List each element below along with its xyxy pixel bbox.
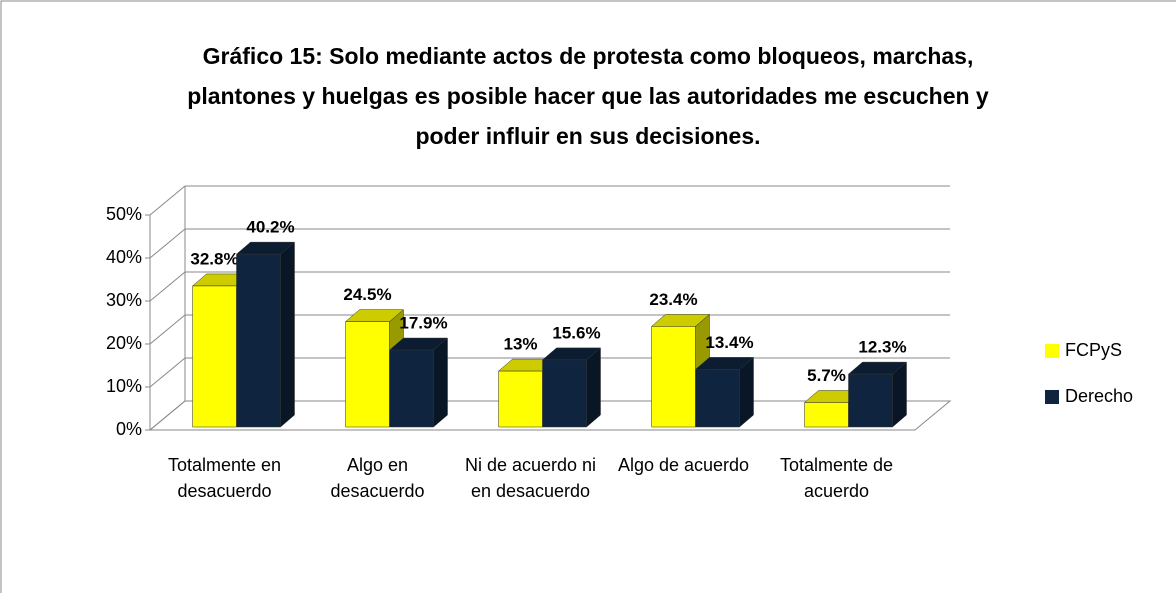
bar bbox=[847, 361, 908, 428]
data-label: 17.9% bbox=[399, 314, 447, 333]
y-tick-label: 40% bbox=[106, 247, 142, 267]
y-tick-label: 30% bbox=[106, 290, 142, 310]
y-tick-label: 50% bbox=[106, 204, 142, 224]
grid-line bbox=[149, 185, 186, 216]
x-tick-label: Algo de acuerdo bbox=[617, 455, 750, 475]
data-label: 5.7% bbox=[807, 366, 846, 385]
bar-front bbox=[804, 402, 849, 428]
bar bbox=[541, 347, 602, 428]
x-tick-label: Ni de acuerdo ni en desacuerdo bbox=[464, 455, 597, 501]
data-label: 40.2% bbox=[246, 218, 294, 237]
bar-front bbox=[695, 369, 740, 428]
x-tick-label: Totalmente de acuerdo bbox=[779, 455, 894, 501]
grid-line bbox=[149, 400, 186, 431]
bar bbox=[388, 337, 449, 428]
bar-side bbox=[586, 347, 601, 428]
chart-title: Gráfico 15: Solo mediante actos de prote… bbox=[187, 43, 989, 149]
bar-front bbox=[498, 370, 543, 428]
data-label: 15.6% bbox=[552, 323, 600, 342]
bar-side bbox=[433, 337, 448, 428]
y-tick-label: 20% bbox=[106, 333, 142, 353]
bar-front bbox=[848, 373, 893, 428]
grid-line bbox=[149, 314, 186, 345]
y-tick-label: 0% bbox=[116, 419, 142, 439]
legend-label: FCPyS bbox=[1065, 340, 1122, 360]
data-label: 13.4% bbox=[705, 333, 753, 352]
bar-front bbox=[542, 359, 587, 428]
bar-side bbox=[280, 241, 295, 428]
bar-front bbox=[192, 285, 237, 428]
legend-swatch bbox=[1045, 344, 1059, 358]
bar-front bbox=[651, 326, 696, 428]
data-label: 32.8% bbox=[190, 249, 238, 268]
x-tick-label: Algo en desacuerdo bbox=[330, 455, 425, 501]
bar-front bbox=[389, 349, 434, 428]
y-tick-label: 10% bbox=[106, 376, 142, 396]
bar bbox=[694, 356, 755, 428]
bar bbox=[235, 241, 296, 428]
data-label: 12.3% bbox=[858, 338, 906, 357]
bar-front bbox=[345, 321, 390, 428]
x-tick-label: Totalmente en desacuerdo bbox=[167, 455, 282, 501]
grid-line bbox=[149, 357, 186, 388]
data-label: 23.4% bbox=[649, 290, 697, 309]
legend-swatch bbox=[1045, 390, 1059, 404]
grid-line bbox=[149, 228, 186, 259]
data-label: 24.5% bbox=[343, 285, 391, 304]
legend-label: Derecho bbox=[1065, 386, 1133, 406]
data-label: 13% bbox=[503, 335, 537, 354]
grid-line bbox=[149, 271, 186, 302]
bar-front bbox=[236, 253, 281, 428]
